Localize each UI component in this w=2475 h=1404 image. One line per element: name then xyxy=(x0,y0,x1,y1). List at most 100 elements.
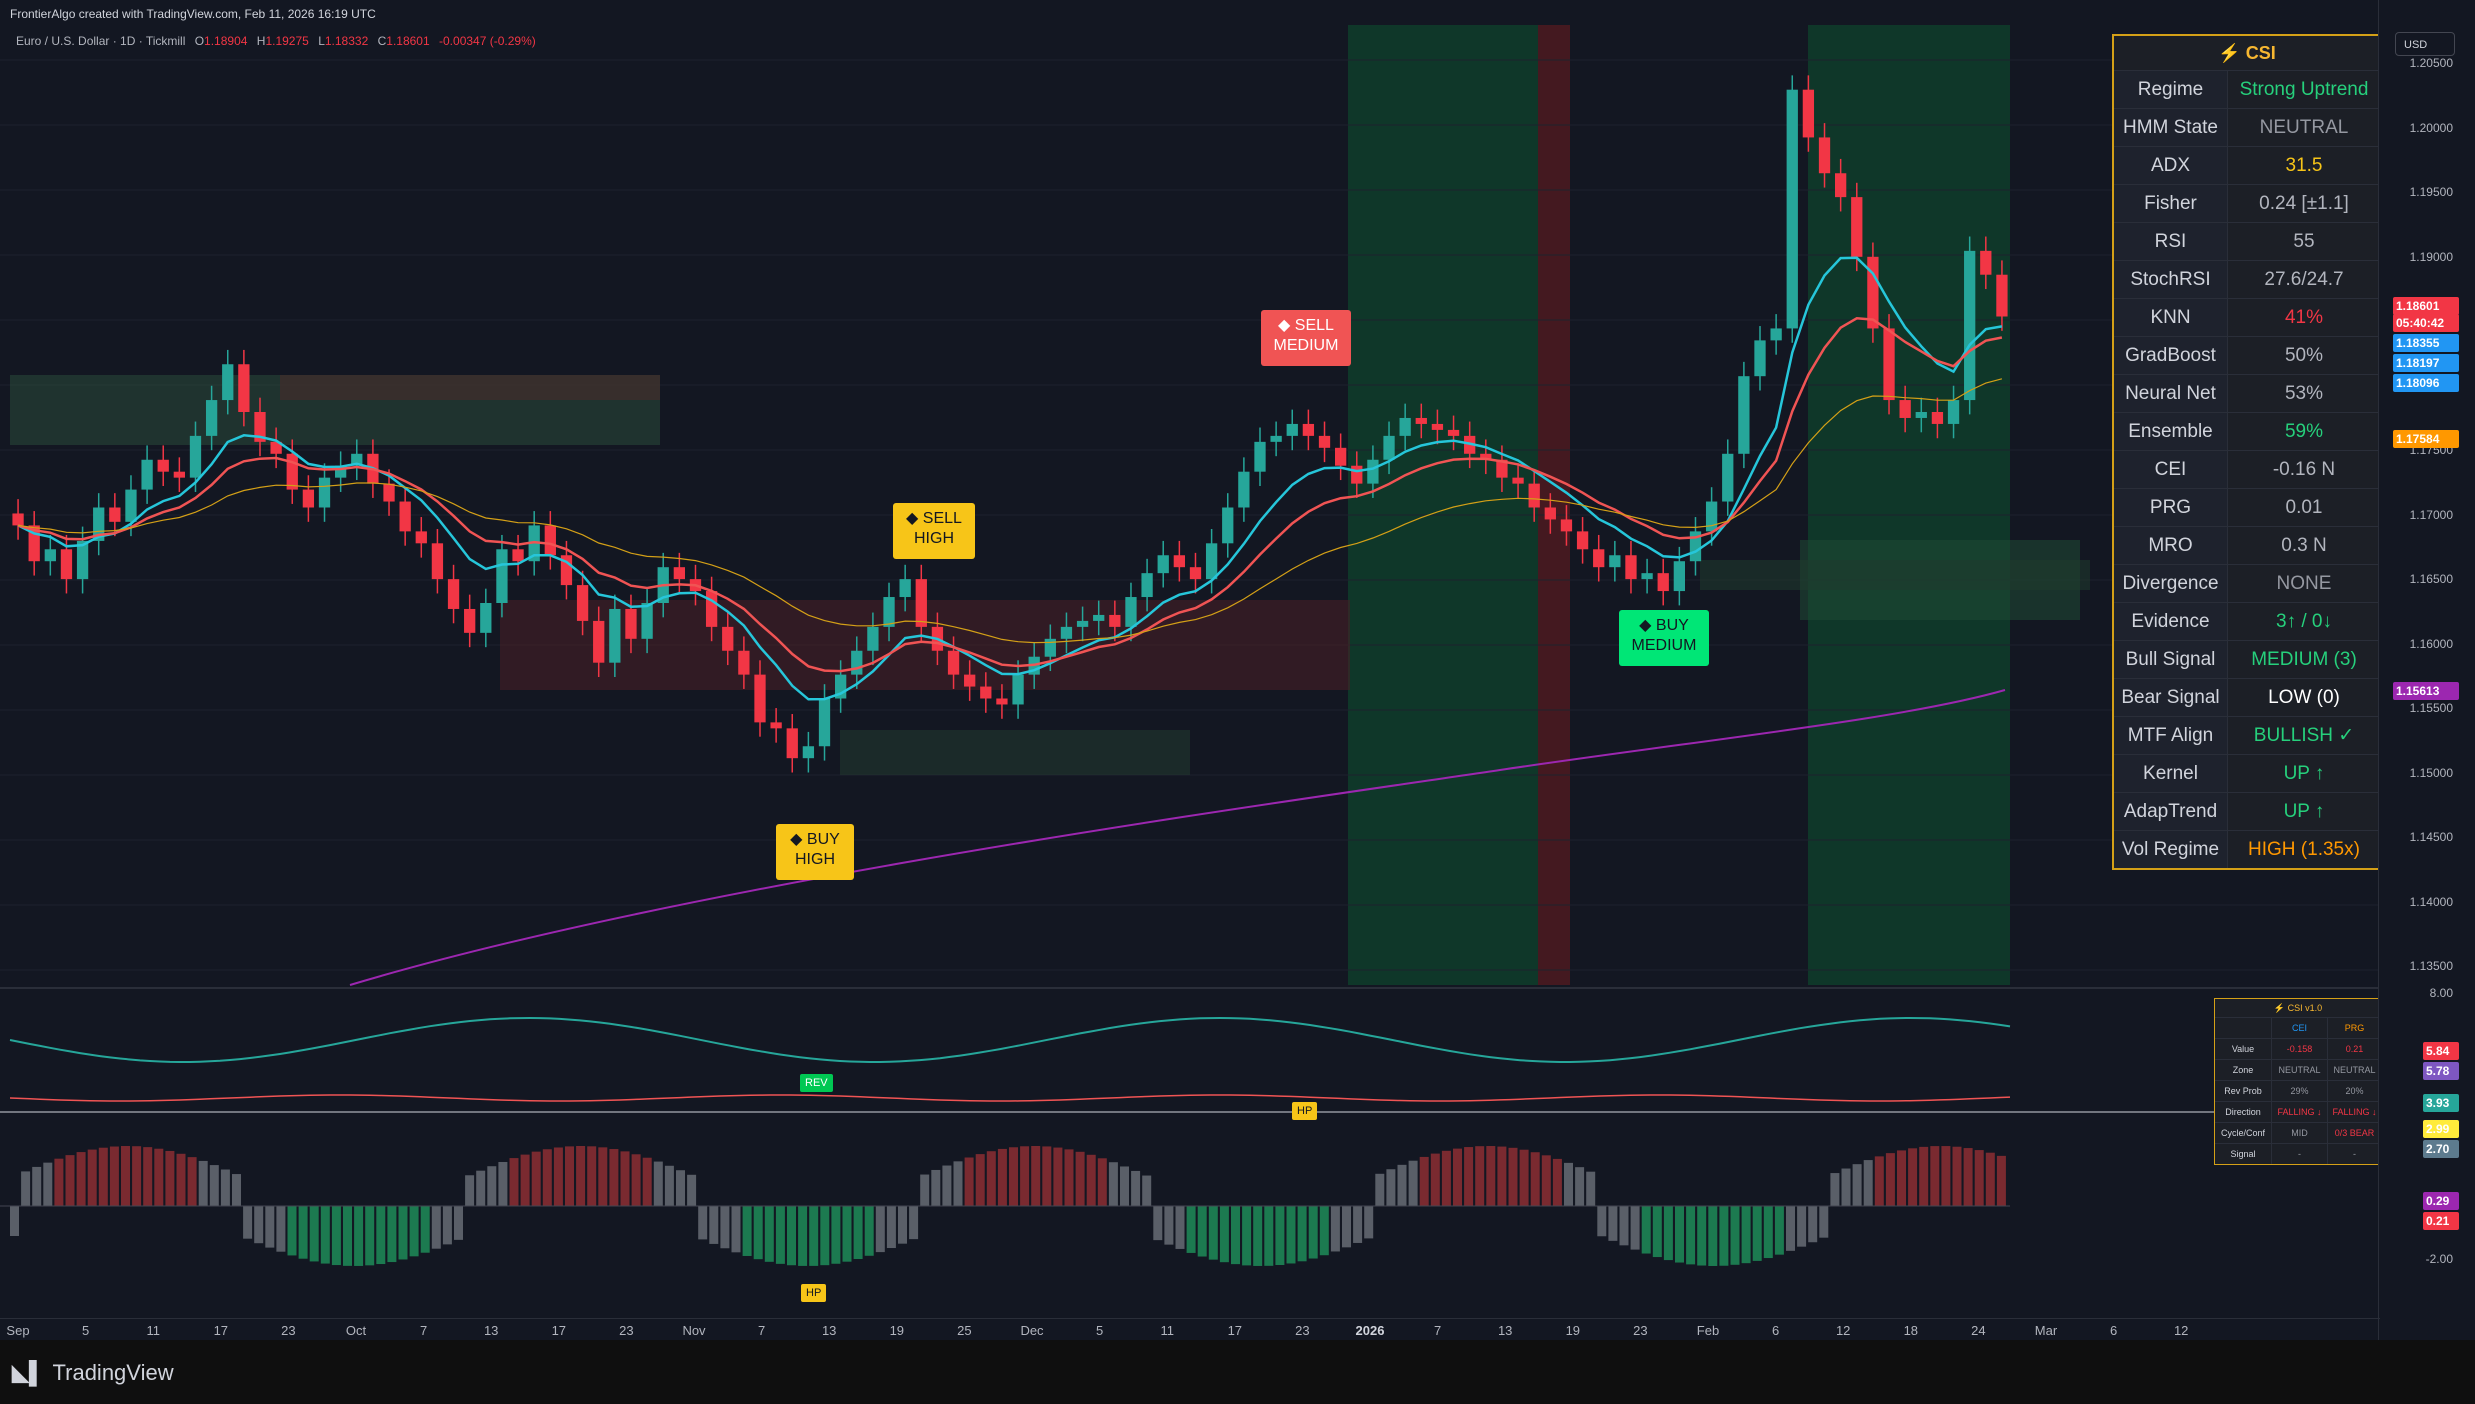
price-axis[interactable]: USD 1.205001.200001.195001.190001.185001… xyxy=(2378,0,2475,1340)
currency-button[interactable]: USD xyxy=(2395,32,2455,56)
time-tick: 11 xyxy=(1160,1323,1174,1338)
histogram-bar xyxy=(287,1206,297,1256)
mini-cell: MID xyxy=(2272,1123,2328,1143)
ohlc-low-value: 1.18332 xyxy=(324,34,369,48)
csi-row: Fisher 0.24 [±1.1] xyxy=(2114,185,2380,223)
csi-value: 41% xyxy=(2284,306,2324,328)
osc-label-rev: REV xyxy=(800,1074,833,1092)
candle-body xyxy=(867,626,879,651)
time-tick: Feb xyxy=(1696,1323,1720,1338)
candle-body xyxy=(576,585,589,621)
histogram-bar xyxy=(1575,1167,1585,1206)
histogram-bar xyxy=(1552,1158,1562,1206)
csi-row: MRO 0.3 N xyxy=(2114,527,2380,565)
osc-tag: 5.78 xyxy=(2423,1062,2459,1080)
signal-text: ◆ BUY HIGH xyxy=(790,831,840,868)
histogram-bar xyxy=(1675,1206,1684,1263)
time-axis[interactable]: Sep 5 11 17 23 Oct 7 13 17 23 Nov 7 13 19 25 Dec 5 11 17 23… xyxy=(0,1318,2380,1341)
histogram-bar xyxy=(764,1206,774,1262)
price-chart[interactable] xyxy=(0,0,2379,1318)
mini-header-blank xyxy=(2215,1018,2272,1038)
candle-body xyxy=(964,674,976,687)
candle-body xyxy=(1189,567,1202,580)
histogram-bar xyxy=(831,1206,841,1264)
csi-value: UP ↑ xyxy=(2283,800,2325,822)
histogram-bar xyxy=(1131,1170,1141,1206)
histogram-bar xyxy=(320,1206,330,1264)
candle-body xyxy=(1947,400,1960,424)
tradingview-logo[interactable]: ◣▌ TradingView xyxy=(12,1360,174,1386)
histogram-bar xyxy=(187,1157,197,1206)
histogram-bar xyxy=(1774,1206,1784,1255)
histogram-bar xyxy=(720,1206,730,1249)
histogram-bar xyxy=(664,1165,674,1206)
histogram-bar xyxy=(431,1206,441,1249)
mini-cell: 0/3 BEAR xyxy=(2334,1128,2375,1138)
histogram-bar xyxy=(132,1146,142,1206)
histogram-bar xyxy=(1342,1206,1351,1248)
footer-bar xyxy=(0,1340,2475,1404)
ohlc-high-value: 1.19275 xyxy=(265,34,309,48)
histogram-bar xyxy=(1863,1160,1873,1206)
mini-cell: 29% xyxy=(2272,1081,2328,1101)
histogram-bar xyxy=(1386,1169,1396,1206)
candle-body xyxy=(335,465,347,478)
bull-regime-band xyxy=(1808,25,2010,985)
csi-value: 27.6/24.7 xyxy=(2264,268,2344,290)
histogram-bar xyxy=(698,1206,708,1240)
csi-row: Bear Signal LOW (0) xyxy=(2114,679,2380,717)
candle-body xyxy=(609,608,621,663)
ohlc-low-label: L xyxy=(318,34,325,48)
candle-body xyxy=(222,364,234,401)
histogram-bar xyxy=(1497,1146,1507,1206)
candle-body xyxy=(1754,340,1766,377)
candle-body xyxy=(1899,400,1911,418)
candle-body xyxy=(125,489,137,522)
mini-cell: 0.21 xyxy=(2345,1044,2364,1054)
candle-body xyxy=(738,650,750,675)
candle-body xyxy=(899,579,911,598)
signal-sell-high[interactable]: ◆ SELL HIGH xyxy=(893,503,975,559)
histogram-bar xyxy=(1808,1206,1818,1243)
candle-body xyxy=(28,525,40,562)
candle-body xyxy=(722,626,734,651)
candle-body xyxy=(1641,573,1653,580)
signal-buy-medium[interactable]: ◆ BUY MEDIUM xyxy=(1619,610,1709,666)
histogram-bar xyxy=(343,1206,352,1266)
histogram-bar xyxy=(1652,1206,1662,1258)
bull-regime-band xyxy=(1348,25,1538,985)
csi-key: Vol Regime xyxy=(2114,831,2228,868)
mini-cell: FALLING ↓ xyxy=(2332,1107,2377,1117)
histogram-bar xyxy=(387,1206,397,1263)
price-tick: 1.17000 xyxy=(2409,507,2453,522)
candle-body xyxy=(1560,519,1573,532)
histogram-bar xyxy=(565,1146,574,1206)
histogram-bar xyxy=(109,1146,119,1206)
candle-body xyxy=(109,507,121,522)
candle-body xyxy=(1157,555,1169,574)
mini-row: Zone NEUTRAL NEUTRAL xyxy=(2215,1060,2381,1081)
histogram-bar xyxy=(98,1147,108,1206)
candle-body xyxy=(705,591,718,627)
candle-body xyxy=(1689,531,1702,562)
histogram-bar xyxy=(1408,1160,1418,1206)
histogram-bar xyxy=(1763,1206,1773,1259)
candle-body xyxy=(44,549,56,562)
histogram-bar xyxy=(87,1149,97,1206)
price-tag: 1.18197 xyxy=(2393,354,2459,372)
histogram-bar xyxy=(165,1150,175,1206)
candle-body xyxy=(1883,328,1895,401)
candle-body xyxy=(673,567,685,580)
signal-sell-medium[interactable]: ◆ SELL MEDIUM xyxy=(1261,310,1351,366)
histogram-bar xyxy=(1841,1168,1851,1206)
ohlc-high-label: H xyxy=(256,34,266,48)
signal-buy-high[interactable]: ◆ BUY HIGH xyxy=(776,824,854,880)
histogram-bar xyxy=(842,1206,852,1262)
csi-row: PRG 0.01 xyxy=(2114,489,2380,527)
csi-key: PRG xyxy=(2114,489,2228,526)
csi-key: MTF Align xyxy=(2114,717,2228,754)
histogram-bar xyxy=(1941,1146,1951,1206)
price-tick: 1.19500 xyxy=(2409,185,2453,199)
price-tick: 1.14500 xyxy=(2409,830,2453,844)
symbol-legend[interactable]: Euro / U.S. Dollar · 1D · Tickmill O1.18… xyxy=(16,34,536,48)
